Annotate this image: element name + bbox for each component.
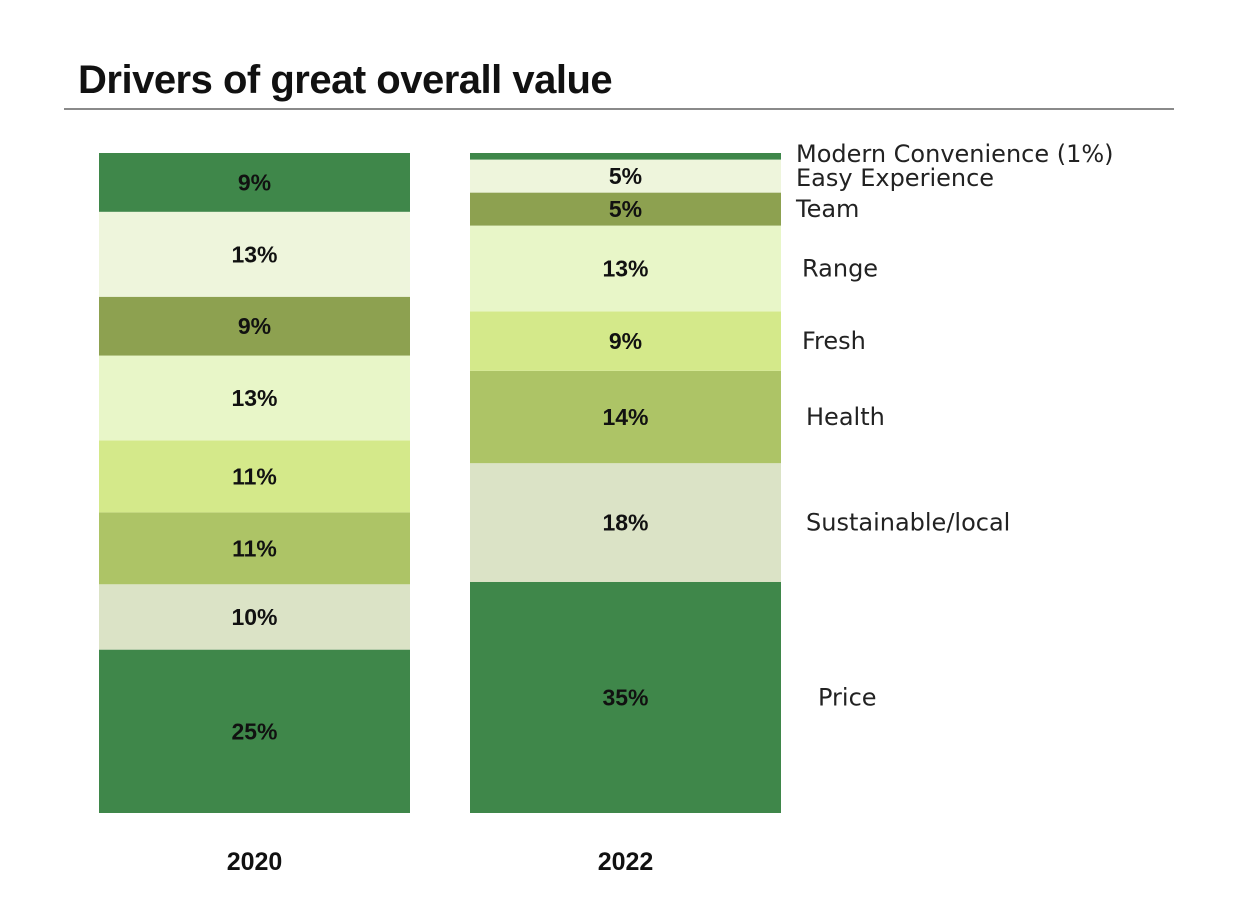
bar-segment <box>470 370 781 464</box>
category-label: 2020 <box>227 848 283 876</box>
bar-segment <box>470 463 781 582</box>
legend-label: Easy Experience <box>796 164 994 192</box>
data-label: 13% <box>231 241 277 267</box>
legend-label: Price <box>818 684 877 712</box>
legend-label: Team <box>795 195 859 223</box>
bar-segment <box>99 153 410 212</box>
legend-label: Health <box>806 403 885 431</box>
data-label: 35% <box>602 685 648 711</box>
bar-segment <box>99 440 410 513</box>
category-label: 2022 <box>598 848 654 876</box>
legend-label: Modern Convenience (1%) <box>796 140 1114 168</box>
bar-segment <box>470 582 781 813</box>
data-label: 5% <box>609 196 642 222</box>
legend-label: Sustainable/local <box>806 509 1010 537</box>
bar-segment <box>99 211 410 297</box>
chart-title: Drivers of great overall value <box>78 58 613 102</box>
bar-segment <box>99 355 410 441</box>
bar-segment <box>99 649 410 813</box>
data-label: 10% <box>231 604 277 630</box>
data-label: 13% <box>602 256 648 282</box>
legend-label: Range <box>802 255 878 283</box>
data-label: 25% <box>231 718 277 744</box>
title-divider <box>64 108 1174 110</box>
bar-segment <box>470 153 781 160</box>
data-label: 11% <box>232 535 277 561</box>
data-label: 13% <box>231 385 277 411</box>
data-label: 9% <box>238 313 271 339</box>
bar-segment <box>99 512 410 585</box>
data-label: 5% <box>609 163 642 189</box>
bar-segment <box>470 311 781 371</box>
bar-segment <box>99 584 410 650</box>
data-label: 14% <box>602 404 648 430</box>
bar-segment <box>470 192 781 226</box>
data-label: 9% <box>609 328 642 354</box>
bar-segment <box>99 296 410 356</box>
data-label: 11% <box>232 463 277 489</box>
data-label: 9% <box>238 169 271 195</box>
bar-segment <box>470 159 781 193</box>
legend-label: Fresh <box>802 327 866 355</box>
data-label: 18% <box>602 510 648 536</box>
bar-segment <box>470 225 781 312</box>
